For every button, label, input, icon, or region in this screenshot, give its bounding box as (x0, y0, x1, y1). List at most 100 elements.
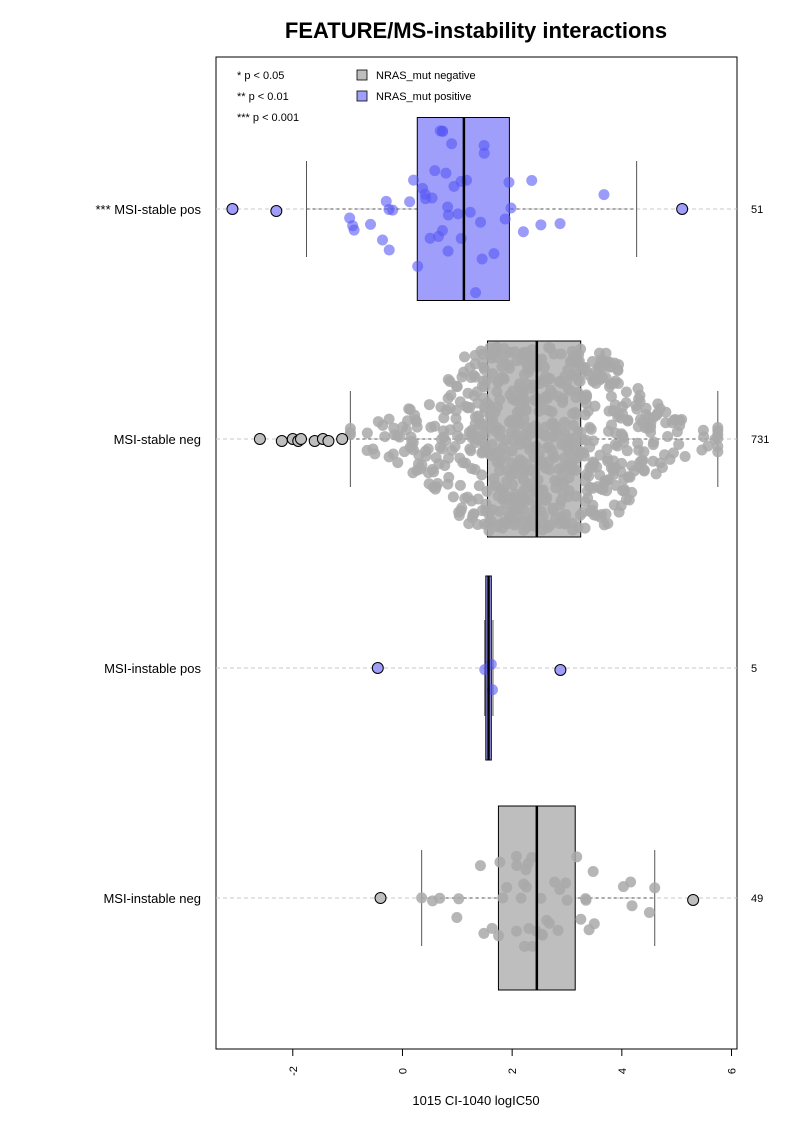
data-point (620, 386, 632, 398)
data-point (573, 355, 585, 367)
data-point (559, 426, 571, 438)
data-point (464, 206, 476, 218)
outlier-point (253, 433, 266, 445)
data-point (501, 475, 513, 487)
data-point (503, 176, 515, 188)
data-point (535, 219, 547, 231)
data-point (537, 486, 549, 498)
data-point (463, 518, 475, 530)
data-point (660, 417, 672, 429)
data-point (648, 436, 660, 448)
data-point (417, 182, 429, 194)
data-point (347, 220, 359, 232)
data-point (697, 424, 709, 436)
data-point (673, 438, 685, 450)
data-point (605, 391, 617, 403)
data-point (560, 508, 572, 520)
data-point (475, 216, 487, 228)
data-point (580, 893, 592, 905)
data-point (638, 464, 650, 476)
data-point (552, 924, 564, 936)
data-point (568, 437, 580, 449)
outlier-point (322, 435, 335, 447)
outlier-point (270, 205, 283, 217)
data-point (510, 395, 522, 407)
data-point (510, 850, 522, 862)
data-point (477, 445, 489, 457)
data-point (507, 417, 519, 429)
x-tick-label: 4 (617, 1068, 629, 1074)
data-point (537, 524, 549, 536)
data-point (649, 882, 661, 894)
data-point (587, 499, 599, 511)
data-point (478, 361, 490, 373)
outlier-point (226, 203, 239, 215)
data-point (444, 424, 456, 436)
data-point (575, 913, 587, 925)
data-point (616, 408, 628, 420)
data-point (642, 422, 654, 434)
data-point (626, 900, 638, 912)
data-point (454, 479, 466, 491)
data-point (498, 492, 510, 504)
data-point (380, 195, 392, 207)
data-point (580, 434, 592, 446)
data-point (532, 394, 544, 406)
data-point (404, 404, 416, 416)
data-point (413, 458, 425, 470)
group-label: MSI-stable neg (114, 432, 201, 447)
data-point (566, 517, 578, 529)
data-point (671, 426, 683, 438)
legend-swatch (356, 69, 368, 81)
data-point (511, 859, 523, 871)
data-point (571, 851, 583, 863)
data-point (416, 892, 428, 904)
data-point (517, 472, 529, 484)
data-point (712, 428, 724, 440)
group-count: 49 (751, 893, 763, 905)
data-point (520, 864, 532, 876)
data-point (533, 405, 545, 417)
data-point (589, 400, 601, 412)
data-point (517, 226, 529, 238)
data-point (443, 471, 455, 483)
group-1: MSI-stable neg 731 (114, 340, 769, 538)
data-point (539, 421, 551, 433)
data-point (643, 411, 655, 423)
data-point (481, 485, 493, 497)
data-point (483, 516, 495, 528)
data-point (494, 424, 506, 436)
data-point (465, 445, 477, 457)
data-point (643, 906, 655, 918)
data-point (520, 881, 532, 893)
data-point (518, 940, 530, 952)
data-point (453, 893, 465, 905)
data-point (407, 467, 419, 479)
data-point (442, 245, 454, 257)
outlier-point (275, 435, 288, 447)
data-point (476, 427, 488, 439)
data-point (387, 448, 399, 460)
data-point (600, 508, 612, 520)
data-point (537, 510, 549, 522)
data-point (617, 881, 629, 893)
data-point (610, 479, 622, 491)
data-point (469, 464, 481, 476)
data-point (626, 460, 638, 472)
x-tick-label: 0 (397, 1068, 409, 1074)
data-point (404, 196, 416, 208)
data-point (516, 384, 528, 396)
legend-label: NRAS_mut positive (376, 91, 471, 103)
data-point (664, 453, 676, 465)
data-point (361, 427, 373, 439)
data-point (457, 457, 469, 469)
data-point (392, 457, 404, 469)
data-point (575, 426, 587, 438)
data-point (526, 174, 538, 186)
data-point (505, 202, 517, 214)
points (416, 850, 661, 952)
data-point (550, 513, 562, 525)
data-point (608, 499, 620, 511)
data-point (472, 397, 484, 409)
data-point (679, 450, 691, 462)
